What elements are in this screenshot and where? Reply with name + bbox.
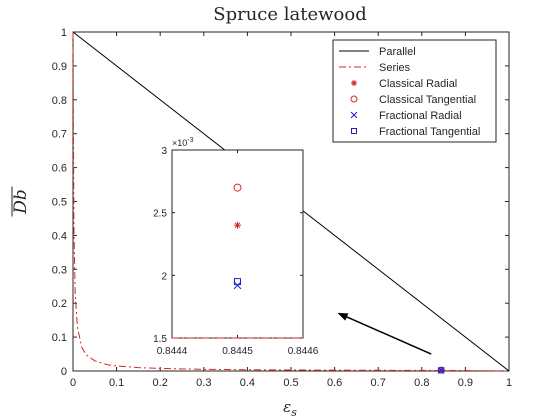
legend: Parallel Series Classical Radial Classical … xyxy=(332,39,497,143)
inset-y-tick-label: 3 xyxy=(161,146,167,157)
x-tick-label: 0.2 xyxy=(153,377,168,389)
marker-x xyxy=(350,111,358,119)
y-axis-label: Db xyxy=(11,189,31,215)
y-tick-label: 0.1 xyxy=(52,332,67,344)
inset-x-tick-label: 0.8445 xyxy=(222,346,253,357)
y-tick-label: 0.2 xyxy=(52,298,67,310)
inset-y-exponent-power: -3 xyxy=(187,137,193,144)
x-tick-label: 0 xyxy=(70,377,76,389)
legend-entry-label: Series xyxy=(379,62,411,74)
marker-square xyxy=(351,128,357,134)
x-tick-label: 0.5 xyxy=(283,377,298,389)
marker-asterisk xyxy=(234,222,241,229)
inset-y-exponent: ×10-3 xyxy=(172,137,194,148)
inset-y-tick-label: 2 xyxy=(161,271,167,282)
inset-y-tick-label: 1.5 xyxy=(153,334,167,345)
y-tick-label: 0.3 xyxy=(52,264,67,276)
x-tick-label: 0.4 xyxy=(240,377,255,389)
x-tick-label: 0.9 xyxy=(458,377,473,389)
legend-entry-label: Classical Radial xyxy=(379,78,457,90)
inset-x-tick-label: 0.8444 xyxy=(157,346,188,357)
inset-x-tick-label: 0.8446 xyxy=(288,346,319,357)
legend-entry-label: Classical Tangential xyxy=(379,94,476,106)
x-label-main: ε xyxy=(283,398,291,416)
x-tick-label: 0.3 xyxy=(196,377,211,389)
annotation-arrow xyxy=(337,312,432,355)
series-series-line xyxy=(72,31,510,372)
legend-entry-label: Fractional Tangential xyxy=(379,126,480,138)
y-tick-label: 0 xyxy=(61,366,67,378)
x-tick-label: 1 xyxy=(506,377,512,389)
marker-square xyxy=(234,278,241,286)
inset-plot: 0.8444 0.8445 0.8446 1.5 2 2.5 3 ×10-3 xyxy=(153,137,319,357)
marker-x xyxy=(233,281,242,290)
annotation-arrow-layer xyxy=(337,312,432,355)
marker-circle xyxy=(350,95,358,103)
y-tick-label: 0.4 xyxy=(52,230,67,242)
legend-box xyxy=(332,39,497,143)
x-tick-label: 0.8 xyxy=(414,377,429,389)
marker-circle xyxy=(233,183,242,192)
legend-entry-label: Fractional Radial xyxy=(379,110,462,122)
y-tick-label: 1 xyxy=(61,27,67,39)
x-tick-label: 0.1 xyxy=(109,377,124,389)
marker-square xyxy=(438,367,445,374)
legend-entry-label: Parallel xyxy=(379,46,416,58)
marker-asterisk xyxy=(351,80,357,86)
inset-y-exponent-base: ×10 xyxy=(172,138,187,148)
y-tick-label: 0.7 xyxy=(52,129,67,141)
inset-y-tick-label: 2.5 xyxy=(153,209,167,220)
chart-title: Spruce latewood xyxy=(213,4,366,25)
y-tick-label: 0.8 xyxy=(52,95,67,107)
y-tick-label: 0.5 xyxy=(52,197,67,209)
x-label-sub: s xyxy=(291,406,297,419)
x-axis-label: εs xyxy=(283,398,297,419)
x-tick-label: 0.7 xyxy=(371,377,386,389)
x-tick-label: 0.6 xyxy=(327,377,342,389)
inset-area xyxy=(171,149,304,339)
y-tick-label: 0.6 xyxy=(52,163,67,175)
y-tick-label: 0.9 xyxy=(52,61,67,73)
